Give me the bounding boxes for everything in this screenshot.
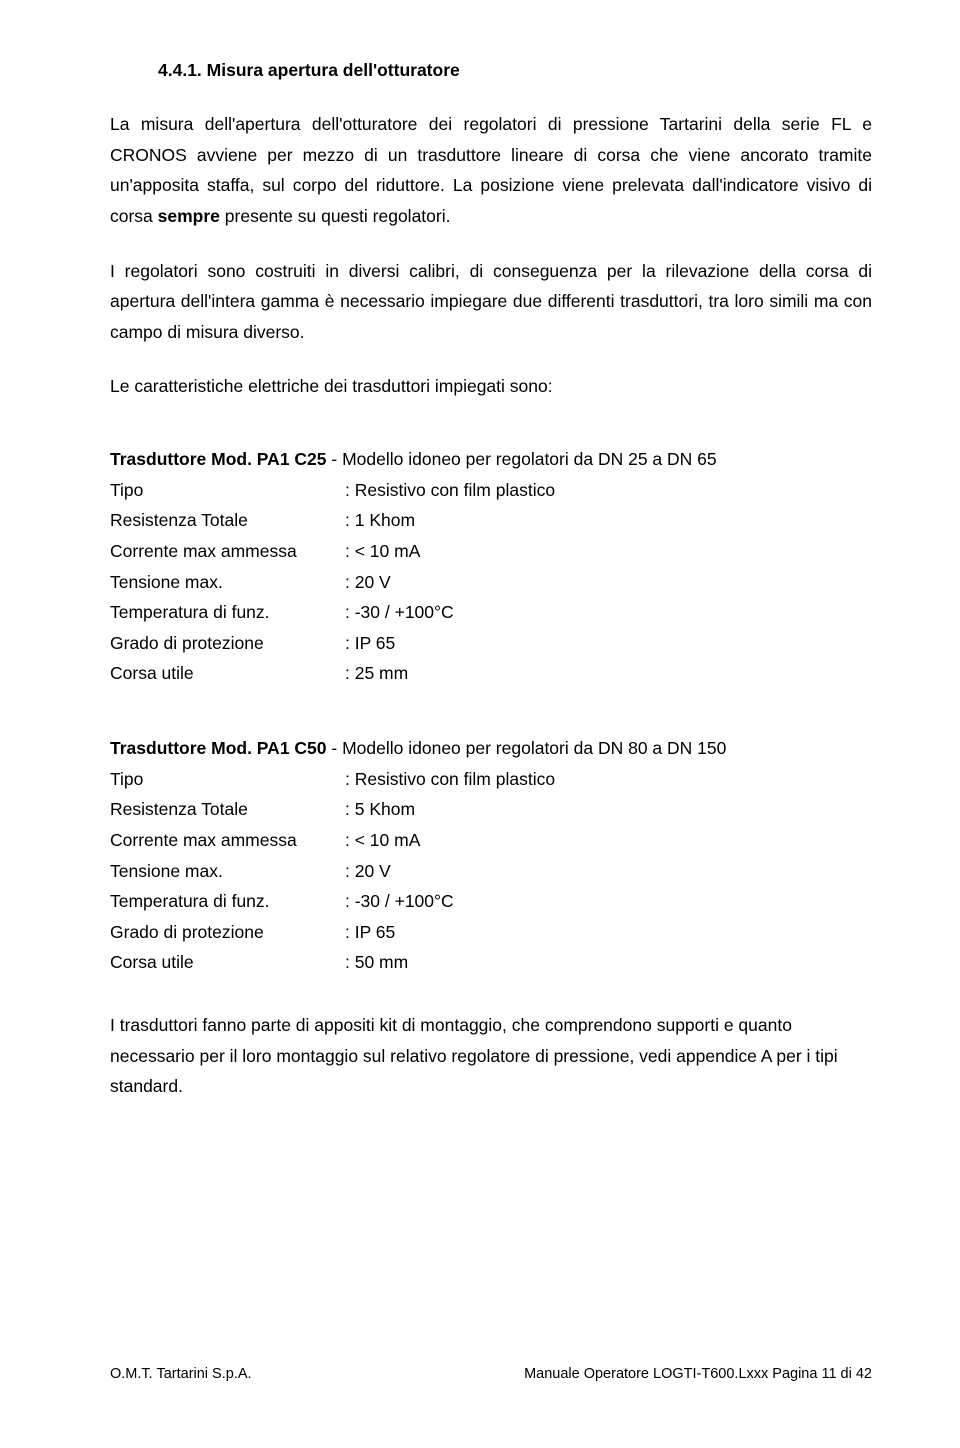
spec-value: : Resistivo con film plastico [345,764,872,795]
spec-value: : 20 V [345,856,872,887]
spec-row: Grado di protezione: IP 65 [110,917,872,948]
spec-row: Corsa utile: 25 mm [110,658,872,689]
spec-row: Grado di protezione: IP 65 [110,628,872,659]
paragraph-1: La misura dell'apertura dell'otturatore … [110,109,872,232]
p1-text-after: presente su questi regolatori. [220,206,451,226]
paragraph-3: Le caratteristiche elettriche dei trasdu… [110,371,872,402]
spec-value: : IP 65 [345,628,872,659]
transducer1-specs: Tipo: Resistivo con film plasticoResiste… [110,475,872,689]
spec-row: Temperatura di funz.: -30 / +100°C [110,886,872,917]
spec-label: Tipo [110,475,345,506]
spec-row: Tipo: Resistivo con film plastico [110,475,872,506]
spec-row: Tensione max.: 20 V [110,856,872,887]
spec-value: : < 10 mA [345,536,872,567]
transducer2-title: Trasduttore Mod. PA1 C50 - Modello idone… [110,733,872,764]
transducer1-title: Trasduttore Mod. PA1 C25 - Modello idone… [110,444,872,475]
spec-row: Corsa utile: 50 mm [110,947,872,978]
spec-value: : 5 Khom [345,794,872,825]
page-footer: O.M.T. Tartarini S.p.A. Manuale Operator… [110,1366,872,1382]
spec-row: Resistenza Totale: 5 Khom [110,794,872,825]
spec-value: : 25 mm [345,658,872,689]
spec-row: Resistenza Totale: 1 Khom [110,505,872,536]
spec-label: Resistenza Totale [110,794,345,825]
transducer2-title-rest: - Modello idoneo per regolatori da DN 80… [327,738,727,758]
transducer1-title-rest: - Modello idoneo per regolatori da DN 25… [327,449,717,469]
p1-bold: sempre [158,206,220,226]
spec-label: Corrente max ammessa [110,825,345,856]
spec-value: : Resistivo con film plastico [345,475,872,506]
spec-value: : 50 mm [345,947,872,978]
transducer2-specs: Tipo: Resistivo con film plasticoResiste… [110,764,872,978]
spec-value: : IP 65 [345,917,872,948]
spec-label: Corsa utile [110,947,345,978]
spec-label: Tensione max. [110,856,345,887]
spec-row: Tipo: Resistivo con film plastico [110,764,872,795]
spec-row: Corrente max ammessa: < 10 mA [110,825,872,856]
document-page: 4.4.1. Misura apertura dell'otturatore L… [0,0,960,1448]
spec-value: : -30 / +100°C [345,886,872,917]
spec-value: : 1 Khom [345,505,872,536]
spec-row: Temperatura di funz.: -30 / +100°C [110,597,872,628]
spec-label: Corrente max ammessa [110,536,345,567]
spec-label: Tipo [110,764,345,795]
spec-row: Tensione max.: 20 V [110,567,872,598]
closing-paragraph: I trasduttori fanno parte di appositi ki… [110,1010,872,1102]
spec-label: Temperatura di funz. [110,886,345,917]
spec-value: : 20 V [345,567,872,598]
paragraph-2: I regolatori sono costruiti in diversi c… [110,256,872,348]
spec-row: Corrente max ammessa: < 10 mA [110,536,872,567]
spec-value: : -30 / +100°C [345,597,872,628]
footer-page-info: Manuale Operatore LOGTI-T600.Lxxx Pagina… [524,1366,872,1382]
spec-label: Resistenza Totale [110,505,345,536]
spec-label: Corsa utile [110,658,345,689]
spec-label: Tensione max. [110,567,345,598]
spec-label: Temperatura di funz. [110,597,345,628]
transducer2-title-bold: Trasduttore Mod. PA1 C50 [110,738,327,758]
transducer1-title-bold: Trasduttore Mod. PA1 C25 [110,449,327,469]
section-heading: 4.4.1. Misura apertura dell'otturatore [110,60,872,81]
spec-label: Grado di protezione [110,917,345,948]
footer-company: O.M.T. Tartarini S.p.A. [110,1366,252,1382]
spec-label: Grado di protezione [110,628,345,659]
spec-value: : < 10 mA [345,825,872,856]
